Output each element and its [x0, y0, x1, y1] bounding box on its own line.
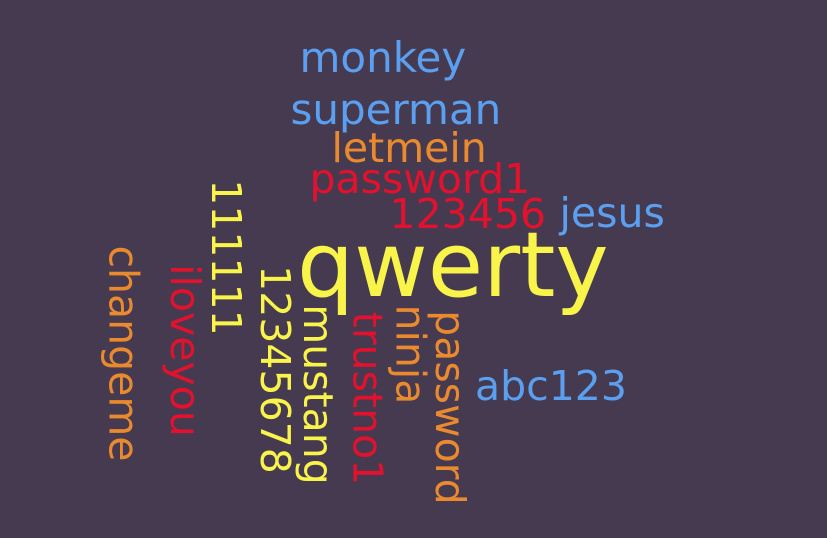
word-12345678: 12345678 [250, 264, 299, 474]
word-monkey: monkey [299, 33, 467, 82]
word-123456: 123456 [389, 189, 547, 238]
word-password: password [425, 309, 474, 505]
word-trustno1: trustno1 [343, 311, 392, 485]
word-superman: superman [290, 85, 502, 134]
word-ninja: ninja [386, 304, 435, 404]
word-letmein: letmein [331, 123, 487, 172]
word-password1: password1 [309, 154, 531, 203]
word-111111: 111111 [201, 178, 250, 336]
word-jesus: jesus [559, 188, 665, 237]
word-iloveyou: iloveyou [160, 263, 209, 437]
word-mustang: mustang [293, 303, 342, 485]
word-abc123: abc123 [475, 361, 627, 410]
word-qwerty: qwerty [297, 213, 609, 318]
word-changeme: changeme [99, 244, 148, 462]
